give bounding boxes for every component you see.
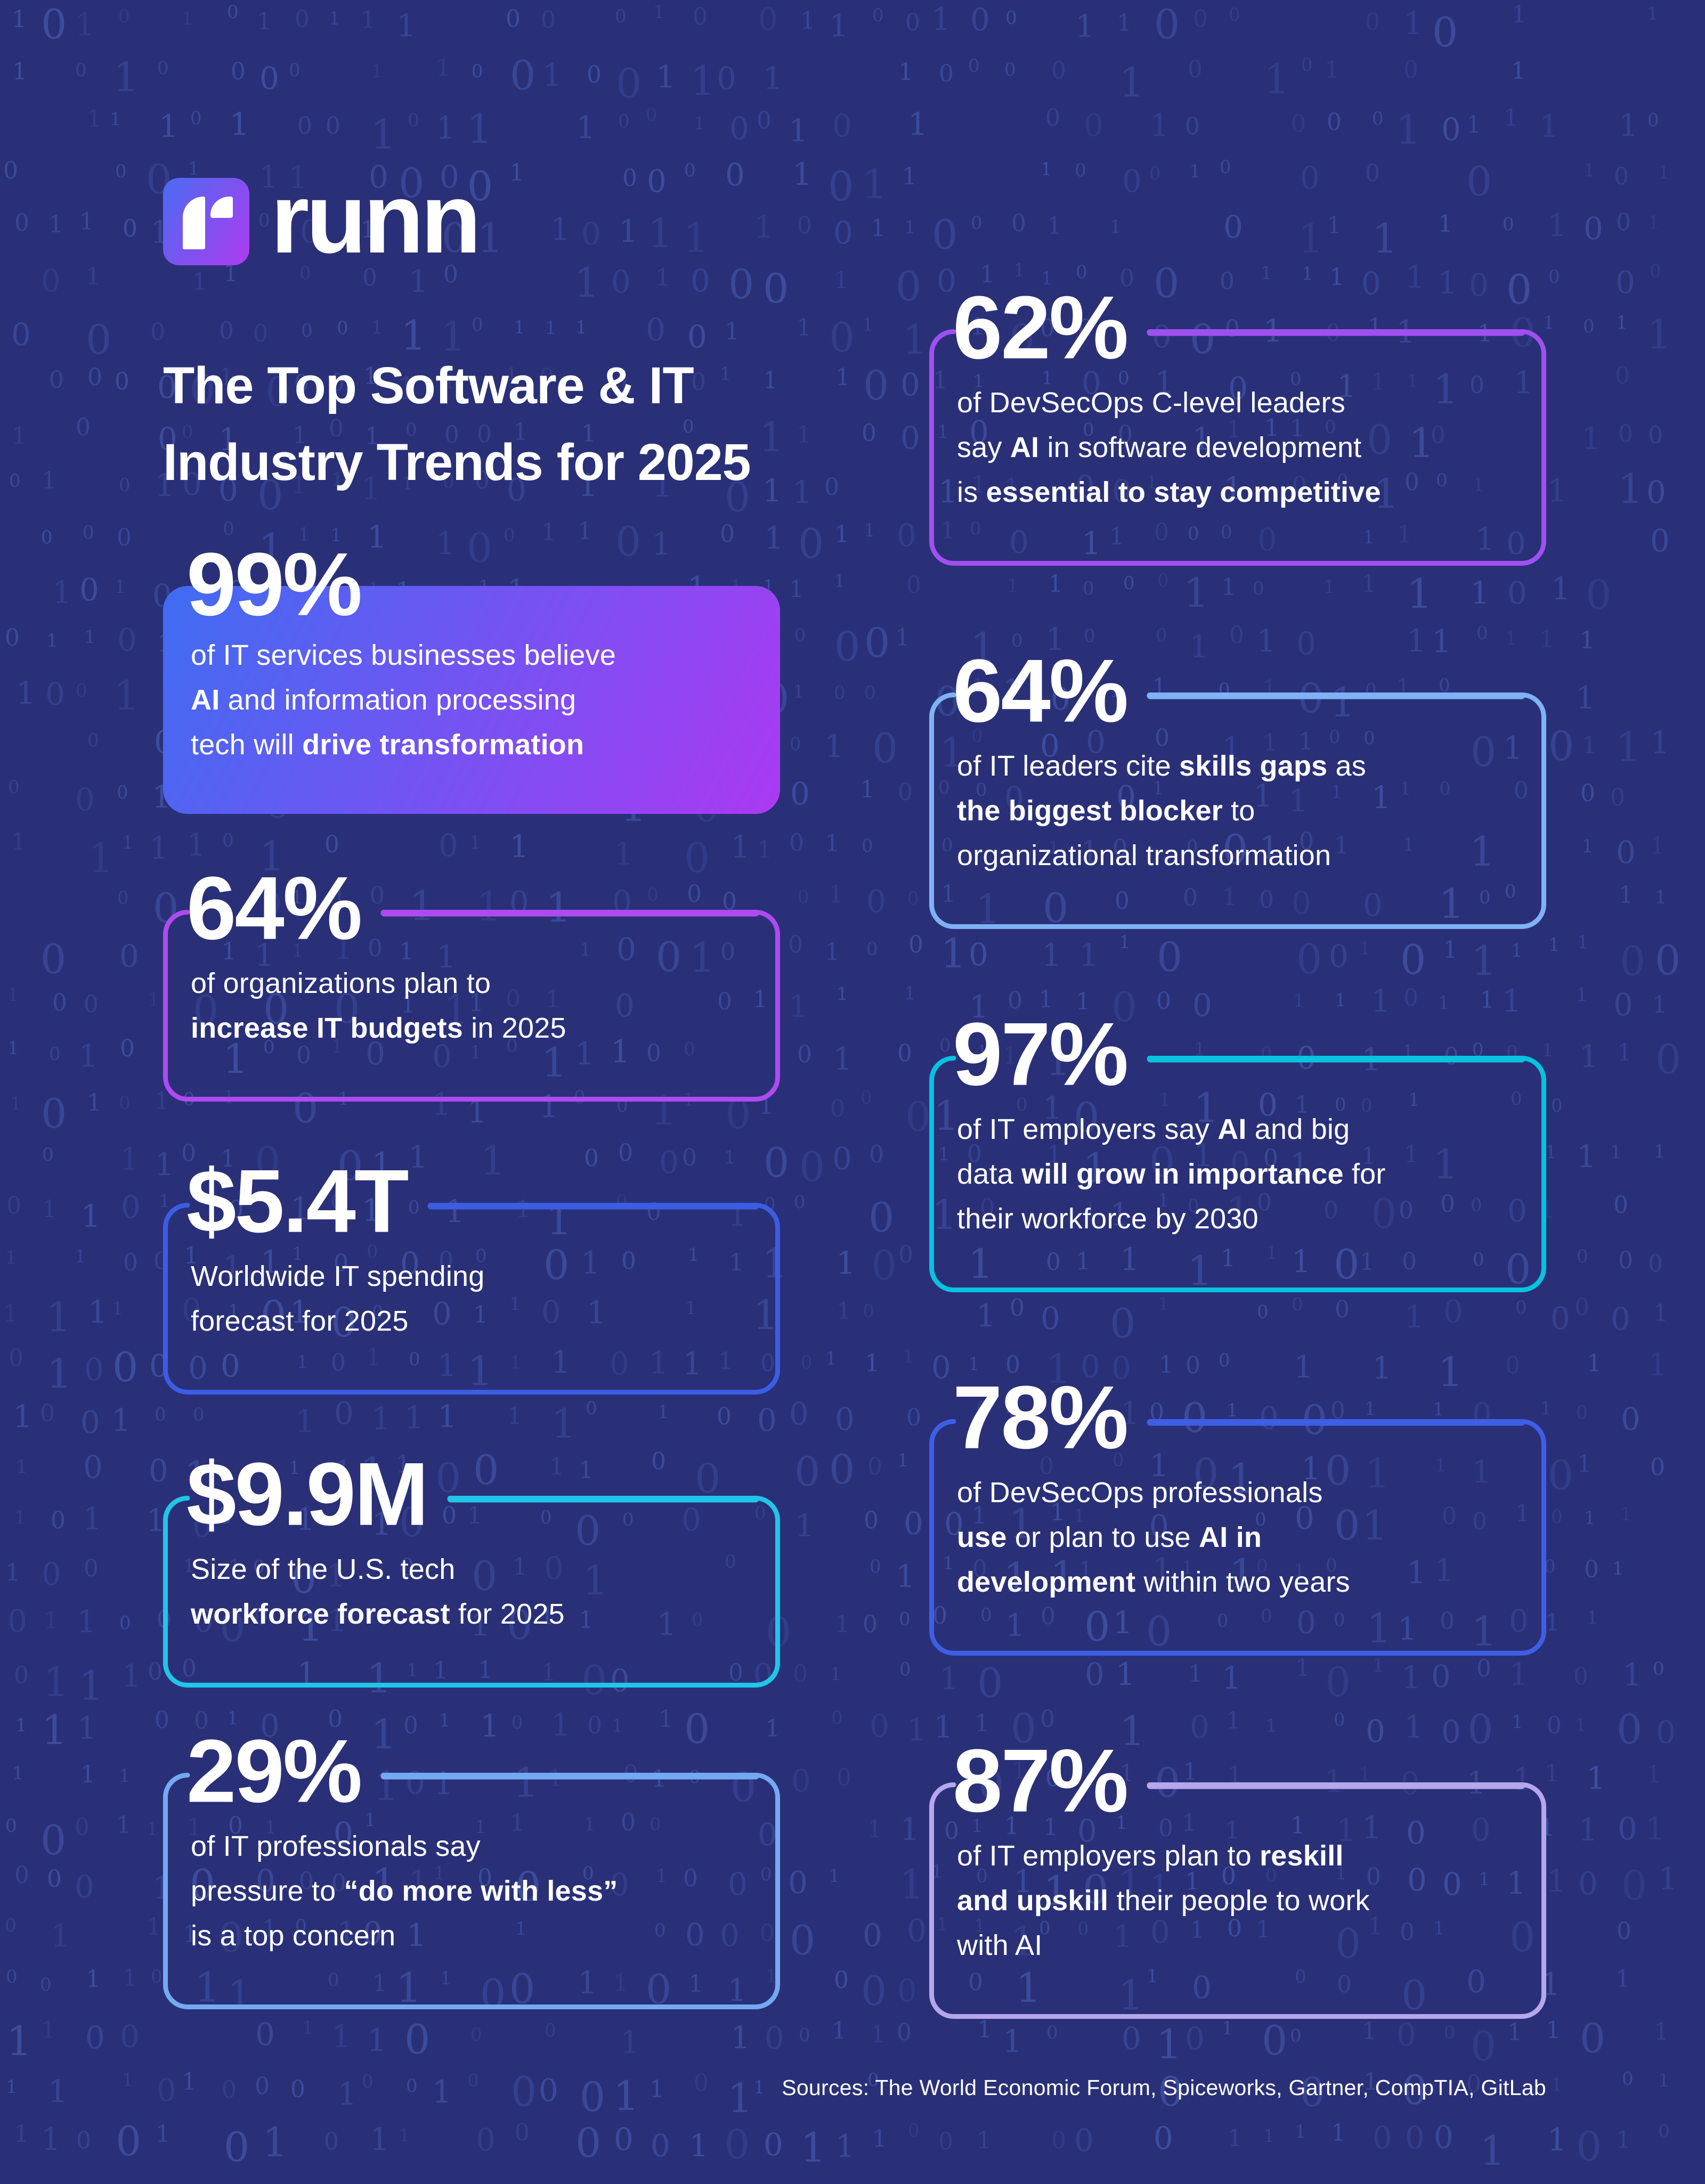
logo-r-flag — [210, 197, 233, 218]
stat-description: Size of the U.S. tech workforce forecast… — [191, 1553, 565, 1630]
stat-value: $9.9M — [186, 1444, 429, 1544]
page-title: The Top Software & IT Industry Trends fo… — [163, 347, 780, 501]
stat-value: 64% — [186, 858, 362, 958]
stat-card-workforce-size: $9.9M Size of the U.S. tech workforce fo… — [163, 1449, 780, 1688]
stat-description: of DevSecOps C-level leaders say AI in s… — [957, 387, 1381, 508]
stat-description: of IT leaders cite skills gaps as the bi… — [957, 750, 1366, 871]
page-title-line1: The Top Software & IT — [163, 356, 694, 414]
logo-wordmark: runn — [271, 164, 481, 274]
stat-card-29: 29% of IT professionals say pressure to … — [163, 1726, 780, 2009]
stat-description: of IT services businesses believe AI and… — [191, 639, 616, 761]
runn-logo-icon — [163, 178, 249, 265]
stat-card-99: 99% of IT services businesses believe AI… — [163, 540, 780, 814]
footer-sources: Sources: The World Economic Forum, Spice… — [782, 2075, 1546, 2100]
page-title-line2: Industry Trends for 2025 — [163, 433, 751, 491]
stat-value: $5.4T — [186, 1151, 409, 1251]
stat-card-64-budgets: 64% of organizations plan to increase IT… — [163, 863, 780, 1102]
stat-description: of DevSecOps professionals use or plan t… — [957, 1477, 1350, 1598]
stat-description: Worldwide IT spending forecast for 2025 — [191, 1260, 485, 1337]
stat-description: of IT employers plan to reskill and upsk… — [957, 1840, 1370, 1961]
content: runn The Top Software & IT Industry Tren… — [163, 0, 1546, 2019]
stat-description: of organizations plan to increase IT bud… — [191, 967, 566, 1044]
stat-card-spending: $5.4T Worldwide IT spending forecast for… — [163, 1156, 780, 1395]
stat-value: 62% — [953, 277, 1128, 378]
right-column: 62% of DevSecOps C-level leaders say AI … — [929, 0, 1546, 2019]
stat-value: 99% — [186, 534, 362, 634]
runn-logo: runn — [163, 169, 780, 268]
stat-card-62: 62% of DevSecOps C-level leaders say AI … — [929, 283, 1546, 566]
stat-value: 29% — [186, 1721, 362, 1821]
stat-card-87: 87% of IT employers plan to reskill and … — [929, 1736, 1546, 2019]
stat-value: 64% — [953, 640, 1128, 741]
stat-description: of IT employers say AI and big data will… — [957, 1113, 1386, 1235]
logo-r-stem — [183, 197, 205, 249]
stat-value: 87% — [953, 1730, 1128, 1831]
stat-description: of IT professionals say pressure to “do … — [191, 1830, 618, 1952]
left-column: runn The Top Software & IT Industry Tren… — [163, 0, 780, 2019]
stat-card-64-skills: 64% of IT leaders cite skills gaps as th… — [929, 646, 1546, 929]
stat-value: 78% — [953, 1367, 1128, 1468]
stat-value: 97% — [953, 1004, 1128, 1104]
stat-card-78: 78% of DevSecOps professionals use or pl… — [929, 1373, 1546, 1656]
stat-card-97: 97% of IT employers say AI and big data … — [929, 1009, 1546, 1292]
